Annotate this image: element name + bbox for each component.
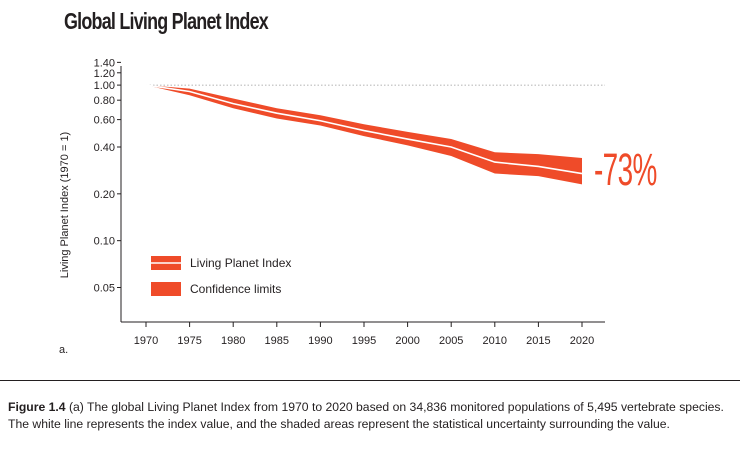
caption-label: Figure 1.4 — [8, 400, 66, 414]
x-tick-label: 2010 — [483, 335, 507, 347]
y-tick-label: 1.20 — [94, 68, 115, 80]
chart-title: Global Living Planet Index — [64, 8, 269, 34]
caption-divider — [0, 380, 740, 381]
confidence-band — [146, 85, 582, 185]
x-tick-label: 2020 — [570, 335, 594, 347]
legend-label-index: Living Planet Index — [190, 256, 291, 270]
x-tick-label: 1980 — [221, 335, 245, 347]
x-tick-label: 1985 — [265, 335, 289, 347]
y-tick-label: 0.10 — [94, 236, 115, 248]
y-tick-label: 0.60 — [94, 115, 115, 127]
y-tick-label: 0.80 — [94, 95, 115, 107]
percent-change-label: -73% — [594, 144, 657, 195]
x-tick-label: 2015 — [526, 335, 550, 347]
y-tick-label: 1.00 — [94, 80, 115, 92]
caption-text: (a) The global Living Planet Index from … — [8, 400, 724, 431]
figure-caption: Figure 1.4 (a) The global Living Planet … — [8, 399, 730, 433]
legend-label-confidence: Confidence limits — [190, 282, 281, 296]
y-tick-label: 1.40 — [94, 57, 115, 69]
index-line — [145, 84, 583, 175]
x-tick-label: 1990 — [308, 335, 332, 347]
x-tick-label: 2000 — [395, 335, 419, 347]
panel-label: a. — [59, 344, 69, 356]
x-tick-label: 2005 — [439, 335, 463, 347]
x-tick-label: 1995 — [352, 335, 376, 347]
x-tick-label: 1975 — [177, 335, 201, 347]
legend-swatch-confidence — [151, 282, 181, 296]
chart-plot: 1.401.201.00 0.80 0.60 0.40 0.20 0.10 0.05 1970… — [94, 57, 605, 347]
y-tick-label: 0.05 — [94, 282, 115, 294]
y-tick-label: 0.40 — [94, 142, 115, 154]
y-tick-label: 0.20 — [94, 189, 115, 201]
x-tick-label: 1970 — [134, 335, 158, 347]
